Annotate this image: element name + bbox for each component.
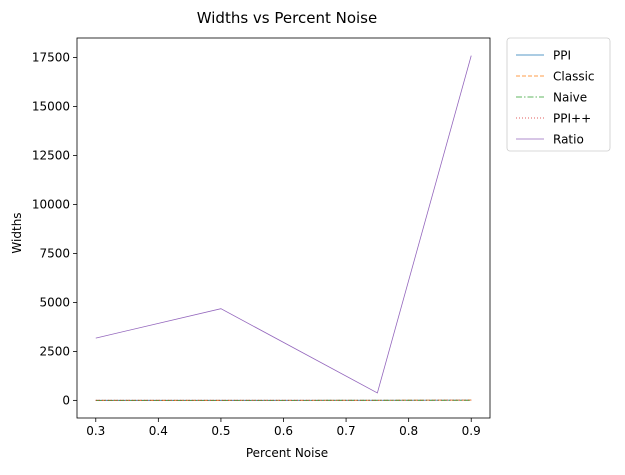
- legend: PPI Classic Naive PPI++ Ratio: [507, 38, 610, 151]
- series-line-ratio: [96, 56, 471, 393]
- legend-label-naive: Naive: [553, 91, 587, 105]
- chart-title: Widths vs Percent Noise: [197, 9, 377, 27]
- x-tick-label: 0.7: [337, 424, 356, 438]
- y-tick-label: 17500: [32, 51, 70, 65]
- y-tick-label: 12500: [32, 149, 70, 163]
- x-tick-label: 0.6: [274, 424, 293, 438]
- y-tick-label: 5000: [39, 295, 70, 309]
- legend-label-ratio: Ratio: [553, 133, 584, 147]
- x-tick-label: 0.3: [86, 424, 105, 438]
- x-tick-label: 0.9: [462, 424, 481, 438]
- x-tick-label: 0.8: [399, 424, 418, 438]
- x-axis-label: Percent Noise: [246, 446, 328, 460]
- plot-frame: [77, 38, 490, 418]
- plot-area: 0.3 0.4 0.5 0.6 0.7 0.8 0.9 0 2500 5000 7500 10000 1…: [32, 38, 490, 438]
- y-axis-label: Widths: [10, 212, 24, 253]
- x-tick-label: 0.5: [211, 424, 230, 438]
- legend-label-ppi-: PPI++: [553, 112, 591, 126]
- y-tick-label: 15000: [32, 100, 70, 114]
- legend-label-ppi: PPI: [553, 49, 571, 63]
- y-tick-label: 10000: [32, 197, 70, 211]
- legend-label-classic: Classic: [553, 70, 595, 84]
- y-tick-label: 0: [62, 393, 70, 407]
- x-tick-label: 0.4: [149, 424, 168, 438]
- y-tick-label: 2500: [39, 344, 70, 358]
- y-tick-label: 7500: [39, 246, 70, 260]
